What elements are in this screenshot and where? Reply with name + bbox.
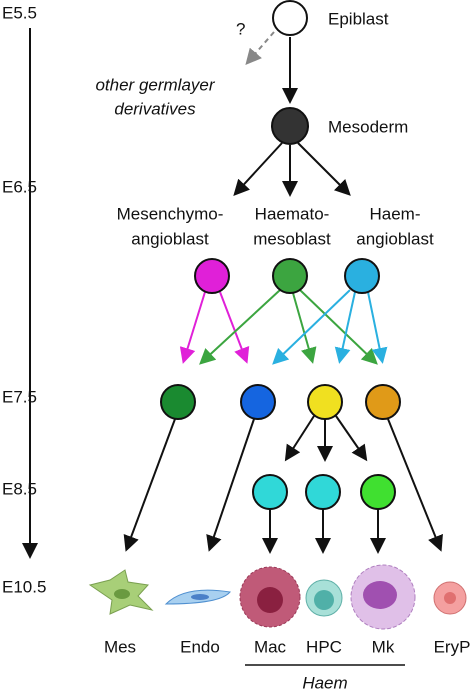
progenitor-label: Mesenchymo- <box>117 204 224 223</box>
time-label: E8.5 <box>2 479 37 498</box>
cell-label: Mes <box>104 637 136 656</box>
cell-label: EryP <box>434 637 471 656</box>
node <box>272 258 308 294</box>
progenitor-label: angioblast <box>131 229 209 248</box>
question-mark: ? <box>236 19 245 38</box>
progenitor-label: Haem- <box>369 204 420 223</box>
mesoderm-label: Mesoderm <box>328 117 408 136</box>
epiblast-label: Epiblast <box>328 9 389 28</box>
cell-label: Mac <box>254 637 287 656</box>
other-label: derivatives <box>114 99 196 118</box>
node <box>252 474 288 510</box>
node <box>305 474 341 510</box>
group-label: Haem <box>302 673 347 692</box>
time-label: E7.5 <box>2 387 37 406</box>
cell-label: Mk <box>372 637 395 656</box>
mesoderm-node <box>271 107 309 145</box>
epiblast-node <box>272 0 308 36</box>
arrows <box>233 142 351 197</box>
time-label: E6.5 <box>2 177 37 196</box>
arrows <box>179 289 388 365</box>
node <box>344 258 380 294</box>
time-label: E5.5 <box>2 3 37 22</box>
other-label: other germlayer <box>95 75 215 94</box>
time-label: E10.5 <box>2 577 46 596</box>
cell-label: Endo <box>180 637 220 656</box>
arrows <box>123 415 443 554</box>
progenitor-label: mesoblast <box>253 229 331 248</box>
node <box>307 384 343 420</box>
progenitor-label: angioblast <box>356 229 434 248</box>
node <box>360 474 396 510</box>
dashed-arrow <box>245 31 275 66</box>
node <box>194 258 230 294</box>
progenitor-label: Haemato- <box>255 204 330 223</box>
node <box>240 384 276 420</box>
node <box>160 384 196 420</box>
cell-label: HPC <box>306 637 342 656</box>
node <box>365 384 401 420</box>
cell-icons <box>88 564 467 630</box>
